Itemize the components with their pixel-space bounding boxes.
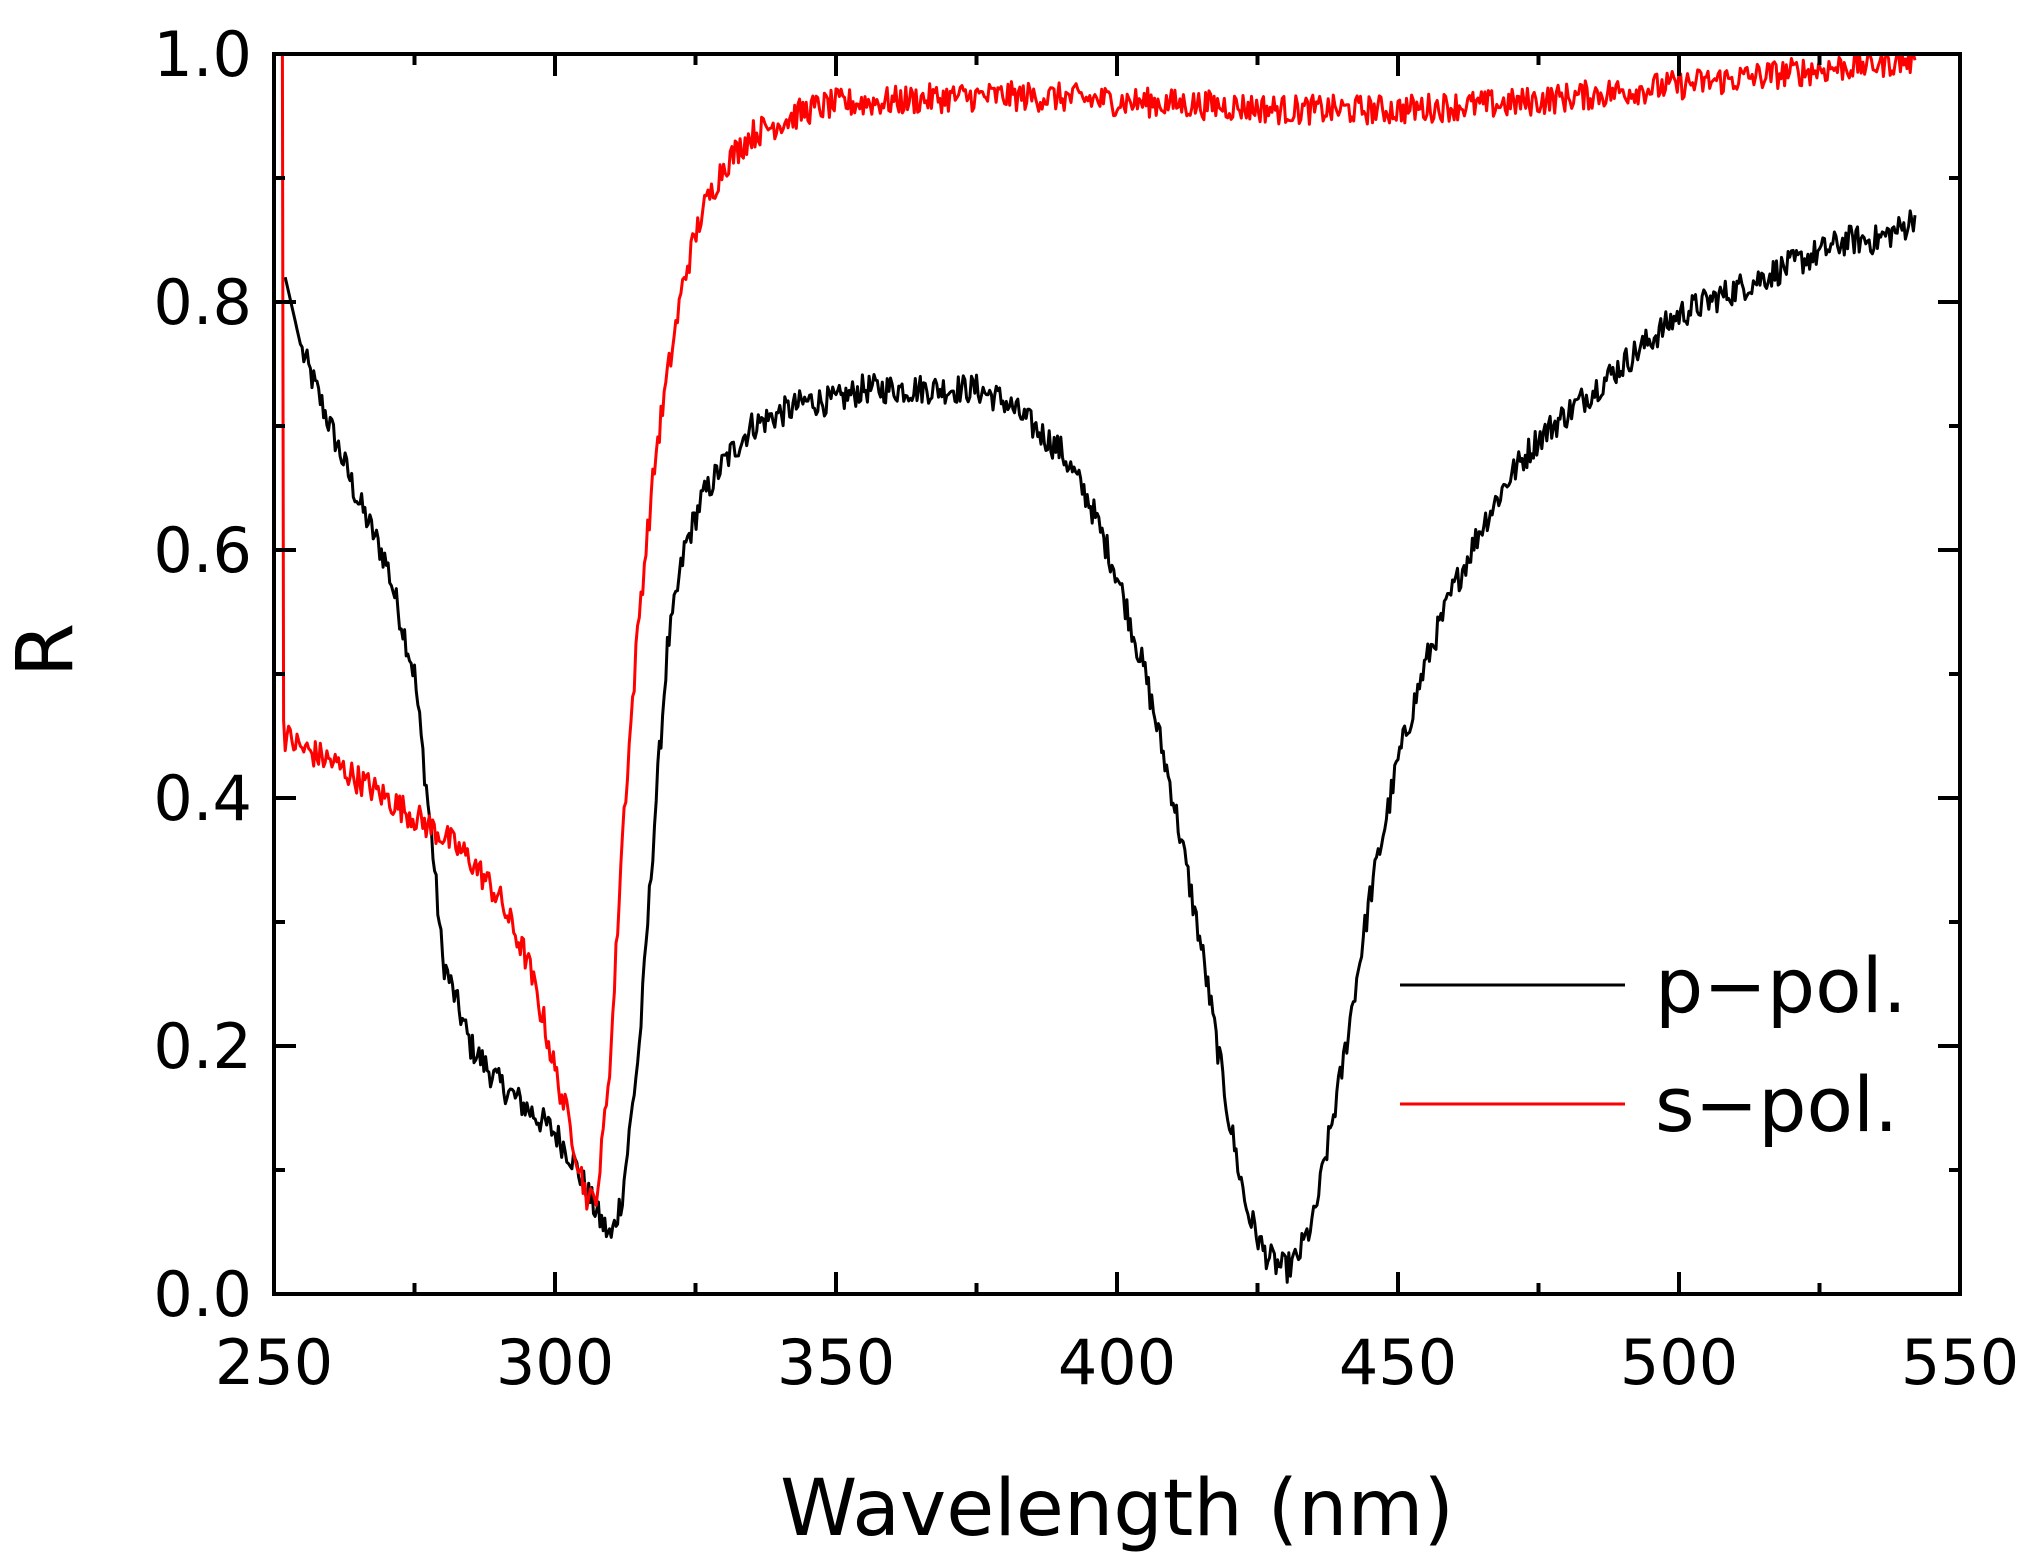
legend-label-p-pol: p−pol. bbox=[1655, 941, 1907, 1030]
x-tick-label: 450 bbox=[1339, 1326, 1457, 1399]
ticks-layer bbox=[272, 52, 1962, 1296]
y-tick-label: 0.0 bbox=[153, 1258, 252, 1331]
series-line-p-pol bbox=[283, 209, 1917, 1284]
x-tick-label: 400 bbox=[1058, 1326, 1176, 1399]
x-tick-label: 550 bbox=[1901, 1326, 2019, 1399]
series-line-s-pol bbox=[280, 52, 1917, 1211]
y-tick-label: 1.0 bbox=[153, 18, 252, 91]
y-tick-label: 0.6 bbox=[153, 514, 252, 587]
x-tick-label: 300 bbox=[496, 1326, 614, 1399]
legend: p−pol. s−pol. bbox=[1400, 941, 1907, 1149]
series-layer bbox=[280, 52, 1917, 1284]
x-tick-label: 350 bbox=[777, 1326, 895, 1399]
x-tick-label: 250 bbox=[215, 1326, 333, 1399]
y-tick-label: 0.2 bbox=[153, 1010, 252, 1083]
y-tick-label: 0.8 bbox=[153, 266, 252, 339]
x-tick-label: 500 bbox=[1620, 1326, 1738, 1399]
legend-label-s-pol: s−pol. bbox=[1655, 1060, 1898, 1149]
x-axis-title: Wavelength (nm) bbox=[780, 1464, 1454, 1554]
y-axis-title: R bbox=[1, 623, 91, 677]
tick-labels-layer: 250 300 350 400 450 500 550 0.0 0.2 0.4 0.6 0.8 1.0 bbox=[153, 18, 2019, 1399]
y-tick-label: 0.4 bbox=[153, 762, 252, 835]
